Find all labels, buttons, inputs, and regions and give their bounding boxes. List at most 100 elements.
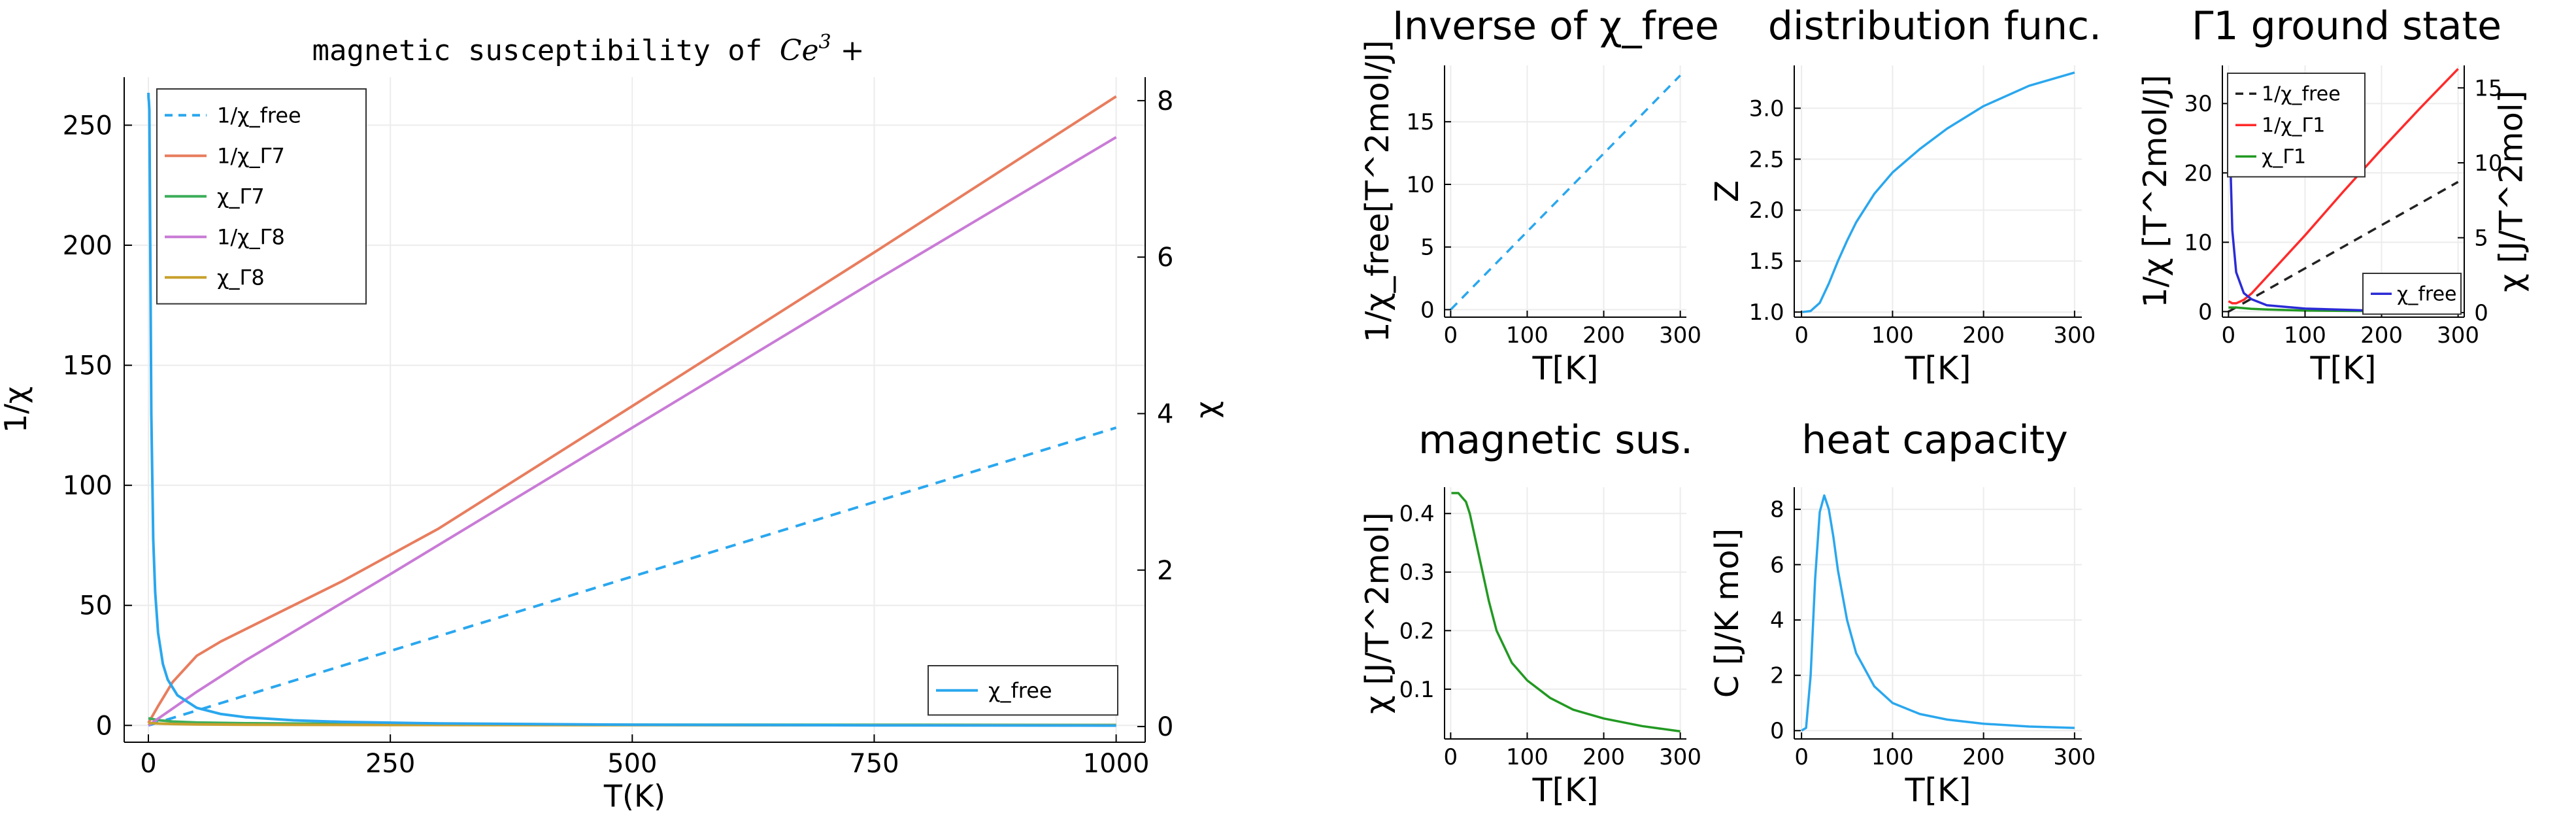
inverse-xtick-label-2: 200 (1582, 322, 1625, 349)
main-xtick-label-1: 250 (365, 749, 415, 779)
distribution-xtick-label-3: 300 (2053, 322, 2096, 349)
gamma1-legend-label-2: χ_Γ1 (2262, 146, 2306, 169)
main-xlabel: T(K) (603, 779, 665, 814)
main-title: magnetic susceptibility of Ce3 + (312, 31, 865, 67)
inverse-xtick-label-1: 100 (1506, 322, 1548, 349)
gamma1-ytick-label-2: 20 (2184, 160, 2212, 186)
magsus-ytick-label-3: 0.4 (1399, 501, 1435, 527)
gamma1-legend-right-label-0: χ_free (2397, 283, 2456, 306)
magsus-xtick-label-1: 100 (1506, 744, 1548, 770)
magsus-xtick-label-3: 300 (1659, 744, 1701, 770)
heat-ytick-label-3: 6 (1770, 552, 1784, 578)
gamma1-ytick-label-1: 10 (2184, 230, 2212, 256)
gamma1-legend: 1/χ_free 1/χ_Γ1 χ_Γ1 (2227, 73, 2366, 178)
gamma1-ylabel-right: χ [J/T^2mol] (2492, 90, 2530, 292)
magsus-ytick-label-2: 0.3 (1399, 560, 1435, 586)
gamma1-xtick-label-0: 0 (2222, 322, 2236, 349)
gamma1-xtick-label-2: 200 (2360, 322, 2403, 349)
main-xtick-label-4: 1000 (1083, 749, 1150, 779)
distribution-xtick-label-0: 0 (1794, 322, 1809, 349)
main-series-1 (147, 95, 1117, 724)
gamma1-ylabel: 1/χ [T^2mol/J] (2136, 75, 2174, 307)
gamma1-xtick-label-3: 300 (2437, 322, 2479, 349)
main-xtick-label-2: 500 (607, 749, 657, 779)
distribution-title: distribution func. (1768, 3, 2101, 49)
main-legend-label-0: 1/χ_free (217, 103, 301, 128)
inverse-series-0 (1450, 75, 1681, 311)
heat-ytick-label-1: 2 (1770, 663, 1784, 689)
main-legend-right-label-0: χ_free (988, 678, 1052, 703)
inverse-ytick-label-3: 15 (1406, 109, 1434, 135)
main-ytick-label-1: 50 (79, 591, 112, 621)
main-legend: 1/χ_free 1/χ_Γ7 χ_Γ7 1/χ_Γ8 χ_Γ8 (156, 88, 367, 305)
magsus-ytick-label-1: 0.2 (1399, 618, 1435, 644)
gamma1-ytick-right-label-0: 0 (2474, 300, 2488, 326)
main-ylabel: 1/χ (0, 386, 33, 433)
distribution-xtick-label-2: 200 (1962, 322, 2005, 349)
inverse-ytick-label-1: 5 (1420, 235, 1435, 261)
main-series-0 (148, 426, 1117, 727)
gamma1-xtick-label-1: 100 (2284, 322, 2326, 349)
inverse-ytick-label-2: 10 (1406, 172, 1434, 198)
heat-ytick-label-4: 8 (1770, 497, 1784, 523)
main-xtick-label-0: 0 (140, 749, 156, 779)
magsus-xtick-label-0: 0 (1444, 744, 1458, 770)
heat-series-0 (1801, 494, 2075, 732)
main-ytick-label-5: 250 (63, 111, 112, 141)
inverse-xlabel: T[K] (1532, 349, 1599, 387)
gamma1-legend-right: χ_free (2362, 273, 2462, 315)
main-legend-label-3: 1/χ_Γ8 (217, 225, 285, 250)
gamma1-series-0 (2228, 180, 2459, 313)
magsus-ylabel: χ [J/T^2mol] (1358, 512, 1396, 713)
gamma1-ytick-right-label-3: 15 (2474, 75, 2502, 101)
inverse-title: Inverse of χ_free (1392, 3, 1719, 49)
gamma1-title: Γ1 ground state (2192, 3, 2501, 49)
magsus-xlabel: T[K] (1532, 771, 1599, 809)
gamma1-legend-label-0: 1/χ_free (2262, 83, 2341, 106)
main-legend-label-2: χ_Γ7 (217, 184, 265, 209)
distribution-ytick-label-0: 1.0 (1749, 300, 1784, 326)
gamma1-ytick-right-label-2: 10 (2474, 150, 2502, 177)
magsus-title: magnetic sus. (1418, 417, 1693, 463)
magsus-xtick-label-2: 200 (1582, 744, 1625, 770)
inverse-ylabel: 1/χ_free[T^2mol/J] (1358, 40, 1396, 343)
main-ytick-label-3: 150 (63, 351, 112, 381)
distribution-xlabel: T[K] (1905, 349, 1971, 387)
main-series-3 (147, 136, 1117, 727)
main-xtick-label-3: 750 (849, 749, 899, 779)
distribution-ytick-label-1: 1.5 (1749, 248, 1784, 275)
main-ytick-label-4: 200 (63, 231, 112, 261)
gamma1-ytick-label-0: 0 (2198, 299, 2213, 325)
gamma1-legend-label-1: 1/χ_Γ1 (2262, 114, 2325, 137)
main-legend-right: χ_free (928, 665, 1118, 716)
gamma1-ytick-label-3: 30 (2184, 91, 2212, 117)
main-ytick-right-label-4: 8 (1157, 86, 1173, 116)
main-legend-label-4: χ_Γ8 (217, 265, 265, 290)
heat-xlabel: T[K] (1905, 771, 1971, 809)
magsus-series-0 (1451, 492, 1681, 733)
heat-xtick-label-1: 100 (1871, 744, 1914, 770)
main-ytick-right-label-3: 6 (1157, 243, 1173, 273)
main-ytick-label-2: 100 (63, 471, 112, 501)
main-ytick-right-label-2: 4 (1157, 399, 1173, 429)
inverse-xtick-label-3: 300 (1659, 322, 1701, 349)
heat-xtick-label-3: 300 (2053, 744, 2096, 770)
gamma1-ytick-right-label-1: 5 (2474, 225, 2488, 251)
distribution-xtick-label-1: 100 (1871, 322, 1914, 349)
gamma1-series-1 (2228, 68, 2459, 305)
magsus-ytick-label-0: 0.1 (1399, 677, 1435, 703)
main-ytick-label-0: 0 (96, 711, 112, 741)
main-series-5 (147, 92, 1116, 727)
distribution-series-0 (1802, 71, 2075, 313)
heat-ytick-label-2: 4 (1770, 608, 1784, 634)
main-legend-label-1: 1/χ_Γ7 (217, 144, 285, 169)
heat-xtick-label-2: 200 (1962, 744, 2005, 770)
inverse-ytick-label-0: 0 (1420, 297, 1435, 323)
main-ylabel-right: χ (1189, 401, 1224, 419)
distribution-ytick-label-4: 3.0 (1749, 95, 1784, 122)
heat-xtick-label-0: 0 (1794, 744, 1809, 770)
heat-ytick-label-0: 0 (1770, 718, 1784, 744)
heat-title: heat capacity (1801, 417, 2068, 463)
distribution-ytick-label-2: 2.0 (1749, 197, 1784, 224)
